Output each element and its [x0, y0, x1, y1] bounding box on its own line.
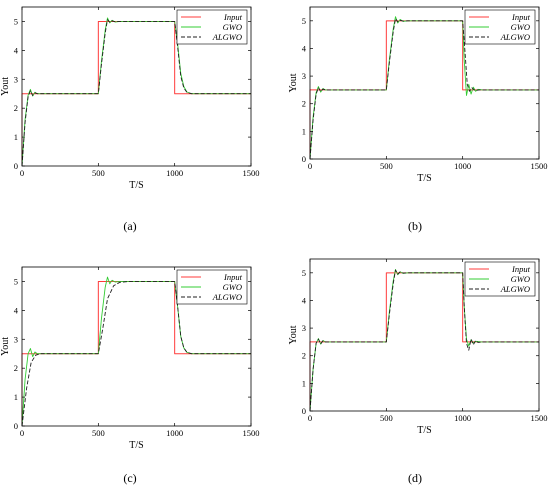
legend-box [176, 9, 248, 45]
x-tick-label: 1500 [243, 428, 260, 438]
y-tick-label: 2 [14, 363, 18, 373]
x-tick-label: 1500 [531, 161, 548, 171]
y-tick-label: 0 [14, 421, 18, 431]
y-tick-label: 4 [302, 43, 307, 53]
x-tick-label: 0 [20, 428, 24, 438]
axes-box [309, 258, 540, 412]
y-axis-title: Yout [288, 325, 299, 344]
x-tick-label: 0 [308, 161, 312, 171]
x-tick-label: 500 [380, 161, 393, 171]
x-tick-label: 0 [308, 413, 312, 423]
y-tick-label: 5 [302, 16, 306, 26]
x-axis-title: T/S [417, 425, 431, 436]
axes-box [21, 266, 252, 427]
legend-label-input: Input [511, 12, 531, 22]
y-tick-label: 1 [302, 126, 306, 136]
axes-box [21, 6, 252, 167]
legend-label-gwo: GWO [511, 274, 530, 284]
x-tick-label: 1000 [166, 168, 183, 178]
y-tick-label: 2 [14, 103, 18, 113]
y-axis-title: Yout [0, 77, 11, 96]
legend-label-input: Input [223, 12, 243, 22]
legend-label-gwo: GWO [223, 22, 242, 32]
legend-label-algwo: ALGWO [500, 284, 530, 294]
y-tick-label: 0 [302, 406, 306, 416]
y-tick-label: 4 [302, 295, 307, 305]
x-tick-label: 1000 [454, 161, 471, 171]
caption-b: (b) [408, 219, 422, 233]
legend-label-input: Input [223, 272, 243, 282]
y-tick-label: 2 [302, 99, 306, 109]
series-line-algwo [309, 269, 539, 412]
y-tick-label: 4 [14, 305, 19, 315]
x-axis-title: T/S [129, 180, 143, 191]
y-tick-label: 1 [14, 132, 18, 142]
y-axis-title: Yout [288, 73, 299, 92]
y-tick-label: 5 [302, 268, 306, 278]
y-tick-label: 3 [302, 323, 306, 333]
series-line-algwo [309, 18, 539, 160]
y-tick-label: 0 [14, 161, 18, 171]
series-line-algwo [21, 281, 251, 427]
y-tick-label: 3 [302, 71, 306, 81]
x-axis-title: T/S [417, 173, 431, 184]
y-tick-label: 0 [302, 154, 306, 164]
caption-a: (a) [123, 219, 136, 233]
y-tick-label: 1 [14, 392, 18, 402]
x-tick-label: 0 [20, 168, 24, 178]
y-axis-title: Yout [0, 337, 11, 356]
y-tick-label: 1 [302, 378, 306, 388]
x-tick-label: 500 [92, 428, 105, 438]
axes-box [309, 6, 540, 160]
legend-label-algwo: ALGWO [212, 292, 242, 302]
y-tick-label: 3 [14, 74, 18, 84]
series-line-algwo [21, 19, 251, 167]
caption-c: (c) [123, 471, 136, 485]
y-tick-label: 5 [14, 16, 18, 26]
x-tick-label: 1500 [243, 168, 260, 178]
legend-box [464, 9, 536, 45]
caption-d: (d) [408, 471, 422, 485]
legend-label-algwo: ALGWO [500, 32, 530, 42]
x-tick-label: 1500 [531, 413, 548, 423]
x-tick-label: 1000 [454, 413, 471, 423]
legend-label-input: Input [511, 264, 531, 274]
legend-label-gwo: GWO [223, 282, 242, 292]
y-tick-label: 3 [14, 334, 18, 344]
y-tick-label: 2 [302, 351, 306, 361]
y-tick-label: 5 [14, 276, 18, 286]
x-tick-label: 500 [92, 168, 105, 178]
x-tick-label: 500 [380, 413, 393, 423]
legend-label-algwo: ALGWO [212, 32, 242, 42]
legend-label-gwo: GWO [511, 22, 530, 32]
y-tick-label: 4 [14, 45, 19, 55]
x-axis-title: T/S [129, 440, 143, 451]
x-tick-label: 1000 [166, 428, 183, 438]
